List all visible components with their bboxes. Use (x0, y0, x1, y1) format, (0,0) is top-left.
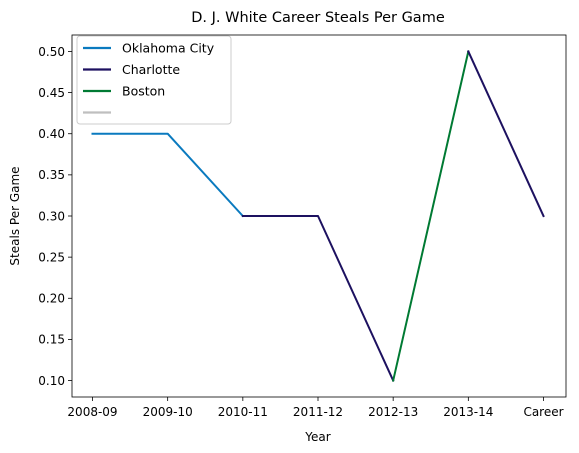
x-axis: 2008-09 2009-10 2010-11 2011-12 2012-13 2013-… (67, 397, 564, 419)
x-tick-label: 2012-13 (368, 405, 418, 419)
y-tick-label: 0.10 (38, 374, 65, 388)
x-tick-label: 2013-14 (443, 405, 493, 419)
series-line-2 (391, 50, 470, 382)
series-line-0 (91, 132, 245, 218)
y-tick-label: 0.45 (38, 86, 65, 100)
chart-title: D. J. White Career Steals Per Game (191, 10, 445, 26)
series-line-1 (241, 215, 395, 382)
legend-label: Boston (122, 84, 165, 99)
y-tick-label: 0.20 (38, 292, 65, 306)
y-axis: 0.10 0.15 0.20 0.25 0.30 0.35 0.40 0.45 0.50 (38, 45, 72, 388)
x-axis-label: Year (304, 430, 330, 444)
y-axis-label: Steals Per Game (8, 166, 22, 265)
x-tick-label: 2011-12 (293, 405, 343, 419)
y-tick-label: 0.15 (38, 333, 65, 347)
y-tick-label: 0.50 (38, 45, 65, 59)
x-tick-label: 2009-10 (143, 405, 193, 419)
legend-label: Charlotte (122, 62, 180, 77)
x-tick-label: 2008-09 (67, 405, 117, 419)
x-tick-label: 2010-11 (218, 405, 268, 419)
x-tick-label: Career (523, 405, 563, 419)
legend-box (76, 35, 232, 125)
series-line-4 (467, 50, 545, 218)
series-lines (91, 50, 545, 382)
y-tick-label: 0.40 (38, 127, 65, 141)
y-tick-label: 0.30 (38, 209, 65, 223)
y-tick-label: 0.25 (38, 250, 65, 264)
y-tick-label: 0.35 (38, 168, 65, 182)
legend-label: Oklahoma City (122, 41, 215, 56)
legend: Oklahoma City Charlotte Boston (76, 35, 232, 125)
